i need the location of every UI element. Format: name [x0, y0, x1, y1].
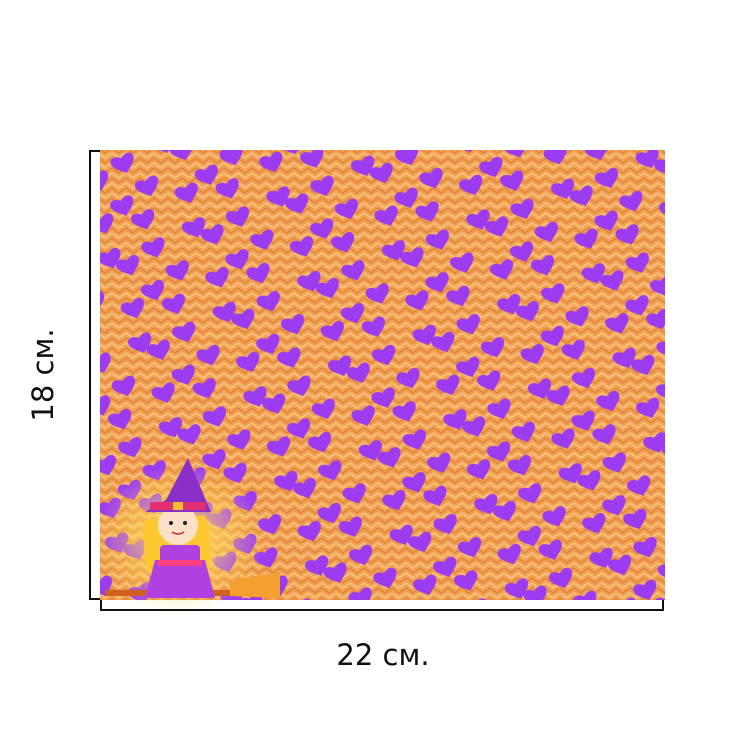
width-label: 22 см. [336, 638, 429, 672]
width-bracket [100, 600, 664, 611]
height-bracket [89, 150, 100, 600]
height-label: 18 см. [26, 328, 60, 421]
witch-illustration [95, 458, 280, 615]
